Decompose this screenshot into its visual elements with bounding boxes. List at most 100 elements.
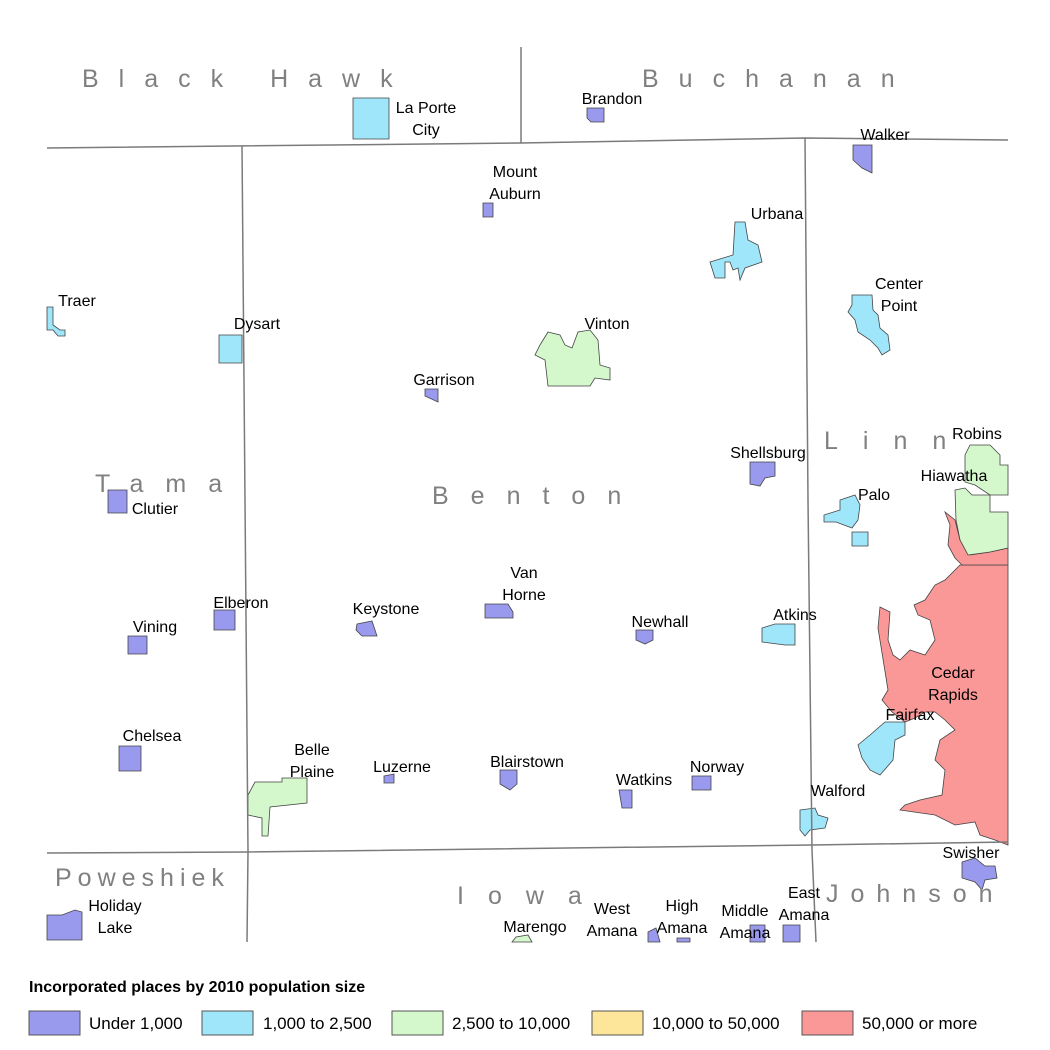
van-horne-shape	[484, 603, 514, 619]
west-amana-shape	[647, 927, 661, 943]
walker-shape	[852, 144, 873, 174]
place-label-luzerne: Luzerne	[373, 759, 431, 776]
marengo-shape	[511, 934, 533, 943]
place-label-atkins: Atkins	[773, 607, 817, 624]
elberon-shape	[213, 609, 236, 631]
east-amana-shape	[782, 924, 801, 943]
legend-label-2500-10000: 2,500 to 10,000	[452, 1014, 570, 1033]
county-label-black-hawk: Black Hawk	[82, 65, 413, 93]
place-label-walford: Walford	[811, 783, 866, 800]
swisher-shape	[961, 857, 998, 891]
brandon-shape	[586, 107, 605, 123]
county-label-benton: Benton	[432, 482, 643, 510]
walford-shape	[799, 807, 829, 837]
place-label-keystone: Keystone	[353, 601, 420, 618]
place-label-swisher: Swisher	[943, 845, 1001, 862]
place-label-watkins: Watkins	[616, 772, 672, 789]
place-label-vinton: Vinton	[584, 316, 629, 333]
legend-swatch-1000-2500	[201, 1010, 254, 1036]
urbana-shape	[709, 221, 763, 282]
place-label-belle-plaine: Belle Plaine	[290, 742, 335, 781]
place-label-robins: Robins	[952, 426, 1002, 443]
hiawatha-shape	[954, 487, 1009, 556]
county-label-tama: Tama	[95, 470, 244, 498]
place-label-walker: Walker	[860, 127, 910, 144]
place-label-elberon: Elberon	[213, 595, 268, 612]
place-label-holiday-lake: Holiday Lake	[88, 898, 141, 937]
newhall-shape	[635, 629, 654, 645]
watkins-shape	[618, 789, 633, 809]
middle-amana-shape	[749, 924, 766, 943]
county-labels: Black Hawk Buchanan Tama Benton Linn Pow…	[55, 65, 1005, 910]
traer-shape	[46, 306, 66, 337]
county-boundaries	[46, 47, 1009, 943]
legend-label-50000-plus: 50,000 or more	[862, 1014, 977, 1033]
center-point-shape	[847, 294, 891, 356]
luzerne-shape	[383, 773, 395, 784]
legend-swatch-10000-50000	[591, 1010, 644, 1036]
legend-swatch-2500-10000	[391, 1010, 444, 1036]
place-label-high-amana: High Amana	[657, 898, 708, 937]
boundary-line	[241, 145, 249, 943]
la-porte-city-shape	[352, 97, 390, 140]
place-label-van-horne: Van Horne	[502, 565, 546, 604]
vinton-shape	[534, 329, 611, 387]
high-amana-shape	[676, 937, 691, 943]
palo-shape	[823, 494, 861, 529]
norway-shape	[691, 775, 712, 791]
place-label-west-amana: West Amana	[587, 901, 638, 940]
place-label-traer: Traer	[58, 293, 96, 310]
place-label-shellsburg: Shellsburg	[730, 445, 806, 462]
palo-south-shape	[851, 531, 869, 547]
legend-swatch-50000-plus	[801, 1010, 854, 1036]
cedar-rapids-shape	[877, 564, 1009, 846]
legend-title: Incorporated places by 2010 population s…	[29, 979, 365, 996]
place-label-dysart: Dysart	[234, 316, 281, 333]
place-label-mount-auburn: Mount Auburn	[489, 164, 541, 203]
place-label-middle-amana: Middle Amana	[720, 903, 771, 942]
county-label-poweshiek: Poweshiek	[55, 864, 230, 892]
county-label-linn: Linn	[824, 427, 971, 455]
shellsburg-shape	[749, 461, 776, 487]
place-label-clutier: Clutier	[132, 501, 179, 518]
place-labels: La Porte City Brandon Walker Mount Auburn …	[58, 91, 1002, 942]
place-label-center-point: Center Point	[875, 276, 924, 315]
place-label-norway: Norway	[690, 759, 744, 776]
place-label-palo: Palo	[858, 487, 890, 504]
place-label-marengo: Marengo	[503, 919, 566, 936]
place-label-urbana: Urbana	[751, 206, 804, 223]
place-label-blairstown: Blairstown	[490, 754, 564, 771]
garrison-shape	[424, 388, 439, 403]
blairstown-shape	[499, 769, 518, 791]
boundary-line	[804, 137, 817, 943]
place-label-east-amana: East Amana	[779, 885, 830, 924]
place-label-la-porte-city: La Porte City	[396, 100, 457, 139]
legend-label-10000-50000: 10,000 to 50,000	[652, 1014, 780, 1033]
place-label-hiawatha: Hiawatha	[921, 468, 988, 485]
boundary-line	[46, 841, 1009, 854]
legend: Incorporated places by 2010 population s…	[28, 979, 977, 1036]
place-label-chelsea: Chelsea	[123, 728, 182, 745]
place-label-newhall: Newhall	[632, 614, 689, 631]
place-label-cedar-rapids: Cedar Rapids	[928, 665, 978, 704]
place-shapes	[46, 97, 1009, 943]
legend-label-1000-2500: 1,000 to 2,500	[263, 1014, 372, 1033]
county-label-iowa: Iowa	[457, 882, 606, 910]
place-label-fairfax: Fairfax	[886, 707, 935, 724]
fairfax-shape	[857, 721, 906, 776]
county-label-johnson: Johnson	[826, 880, 1005, 908]
boundary-line	[46, 137, 1009, 149]
atkins-shape	[761, 623, 796, 646]
vining-shape	[127, 635, 148, 655]
clutier-shape	[107, 489, 128, 514]
chelsea-shape	[118, 745, 142, 772]
robins-shape	[964, 444, 1009, 496]
county-label-buchanan: Buchanan	[642, 65, 915, 93]
legend-label-under-1000: Under 1,000	[89, 1014, 183, 1033]
place-label-vining: Vining	[133, 619, 177, 636]
place-label-garrison: Garrison	[413, 372, 474, 389]
dysart-shape	[218, 334, 243, 364]
keystone-shape	[355, 620, 378, 637]
legend-swatch-under-1000	[28, 1010, 81, 1036]
